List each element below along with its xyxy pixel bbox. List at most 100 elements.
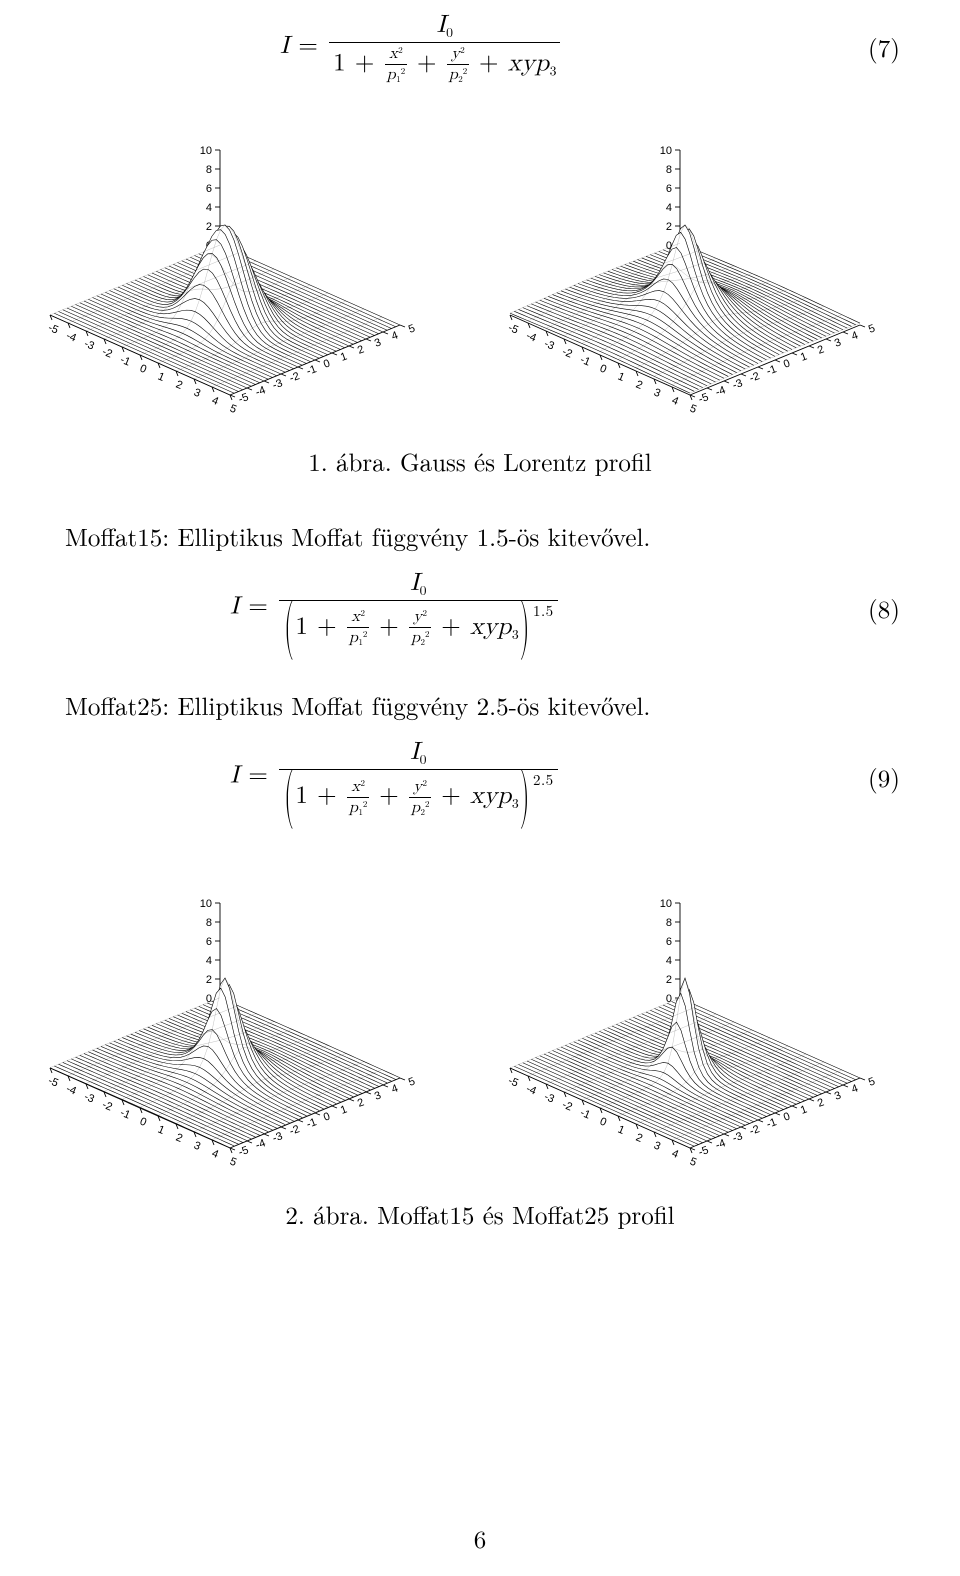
svg-text:-5: -5: [237, 1144, 250, 1159]
svg-text:4: 4: [210, 1147, 220, 1160]
svg-text:-5: -5: [46, 1075, 60, 1090]
figure-1-right: 0246810-5-4-3-2-1012345-5-4-3-2-1012345: [490, 120, 930, 420]
svg-text:8: 8: [206, 164, 212, 176]
svg-text:2: 2: [174, 1131, 184, 1144]
equation-9-row: I = I0 (1 + x2p12 + y2p22 + xyp3)2.5 (9): [0, 737, 960, 817]
svg-text:-1: -1: [765, 363, 778, 378]
svg-text:4: 4: [390, 1082, 400, 1095]
svg-text:0: 0: [322, 357, 332, 370]
svg-text:-2: -2: [748, 370, 761, 385]
svg-text:2: 2: [666, 221, 672, 233]
svg-text:2: 2: [816, 343, 826, 356]
svg-text:5: 5: [228, 1155, 238, 1168]
svg-text:1: 1: [339, 1103, 349, 1116]
equation-8: I = I0 (1 + x2p12 + y2p22 + xyp3)1.5: [230, 568, 560, 648]
svg-text:-4: -4: [254, 384, 267, 399]
svg-text:4: 4: [390, 329, 400, 342]
svg-text:0: 0: [666, 993, 672, 1005]
svg-text:4: 4: [850, 329, 860, 342]
svg-text:2: 2: [174, 378, 184, 391]
svg-text:-4: -4: [524, 1083, 538, 1098]
figure-1-caption: 1. ábra. Gauss és Lorentz profil: [0, 444, 960, 479]
svg-text:-3: -3: [271, 1130, 284, 1145]
svg-text:1: 1: [339, 350, 349, 363]
svg-text:3: 3: [833, 1089, 843, 1102]
svg-text:2: 2: [356, 343, 366, 356]
svg-text:-2: -2: [288, 1123, 301, 1138]
svg-text:8: 8: [206, 917, 212, 929]
svg-text:-4: -4: [714, 384, 727, 399]
svg-text:4: 4: [670, 394, 680, 407]
svg-text:4: 4: [670, 1147, 680, 1160]
equation-7: I = I0 1 + x2p12 + y2p22 + xyp3: [280, 10, 562, 85]
svg-text:-5: -5: [697, 1144, 710, 1159]
svg-text:10: 10: [660, 145, 672, 157]
svg-text:-1: -1: [118, 354, 132, 369]
svg-text:-4: -4: [714, 1137, 727, 1152]
svg-text:-2: -2: [100, 346, 114, 361]
svg-text:2: 2: [634, 378, 644, 391]
figure-2: 0246810-5-4-3-2-1012345-5-4-3-2-1012345 …: [30, 873, 930, 1173]
svg-text:-1: -1: [305, 1116, 318, 1131]
svg-text:2: 2: [206, 974, 212, 986]
svg-text:5: 5: [688, 402, 698, 415]
svg-text:-3: -3: [271, 377, 284, 392]
svg-text:-2: -2: [560, 1099, 574, 1114]
svg-text:-4: -4: [254, 1137, 267, 1152]
svg-text:1: 1: [156, 1123, 166, 1136]
svg-text:6: 6: [206, 936, 212, 948]
figure-2-caption: 2. ábra. Moffat15 és Moffat25 profil: [0, 1197, 960, 1232]
svg-text:10: 10: [200, 145, 212, 157]
svg-text:-3: -3: [731, 377, 744, 392]
svg-text:-2: -2: [560, 346, 574, 361]
svg-text:2: 2: [356, 1096, 366, 1109]
svg-text:10: 10: [200, 898, 212, 910]
svg-text:2: 2: [816, 1096, 826, 1109]
svg-text:5: 5: [407, 322, 417, 335]
svg-text:-1: -1: [765, 1116, 778, 1131]
page: I = I0 1 + x2p12 + y2p22 + xyp3 (7) 0 2 4 6…: [0, 10, 960, 1576]
svg-text:1: 1: [799, 350, 809, 363]
svg-text:3: 3: [373, 1089, 383, 1102]
svg-text:-5: -5: [506, 1075, 520, 1090]
svg-text:5: 5: [688, 1155, 698, 1168]
svg-text:5: 5: [228, 402, 238, 415]
svg-text:0: 0: [598, 1115, 608, 1128]
equation-9: I = I0 (1 + x2p12 + y2p22 + xyp3)2.5: [230, 737, 560, 817]
svg-text:6: 6: [666, 936, 672, 948]
svg-text:3: 3: [652, 1139, 662, 1152]
svg-text:-3: -3: [731, 1130, 744, 1145]
svg-text:-1: -1: [578, 354, 592, 369]
page-number: 6: [0, 1521, 960, 1556]
equation-9-number: (9): [868, 760, 900, 795]
svg-text:-1: -1: [305, 363, 318, 378]
svg-text:-3: -3: [82, 338, 96, 353]
svg-text:-4: -4: [64, 1083, 78, 1098]
svg-text:1: 1: [156, 370, 166, 383]
svg-text:1: 1: [616, 370, 626, 383]
svg-text:5: 5: [867, 322, 877, 335]
svg-text:-5: -5: [697, 391, 710, 406]
equation-7-number: (7): [868, 30, 900, 65]
svg-text:3: 3: [373, 336, 383, 349]
svg-text:0: 0: [782, 357, 792, 370]
svg-text:1: 1: [616, 1123, 626, 1136]
paragraph-moffat25: Moffat25: Elliptikus Moffat függvény 2.5…: [65, 688, 900, 723]
svg-text:0: 0: [322, 1110, 332, 1123]
equation-8-number: (8): [868, 591, 900, 626]
svg-text:4: 4: [206, 202, 212, 214]
figure-1: 0246810-5-4-3-2-1012345-5-4-3-2-1012345 …: [30, 120, 930, 420]
svg-text:0: 0: [598, 362, 608, 375]
svg-text:1: 1: [799, 1103, 809, 1116]
svg-text:-2: -2: [748, 1123, 761, 1138]
svg-text:6: 6: [666, 183, 672, 195]
svg-text:2: 2: [206, 221, 212, 233]
svg-text:-1: -1: [118, 1107, 132, 1122]
svg-text:-5: -5: [506, 322, 520, 337]
svg-text:3: 3: [192, 1139, 202, 1152]
svg-text:2: 2: [666, 974, 672, 986]
svg-text:3: 3: [833, 336, 843, 349]
svg-text:-5: -5: [237, 391, 250, 406]
svg-text:-4: -4: [524, 330, 538, 345]
svg-text:-4: -4: [64, 330, 78, 345]
